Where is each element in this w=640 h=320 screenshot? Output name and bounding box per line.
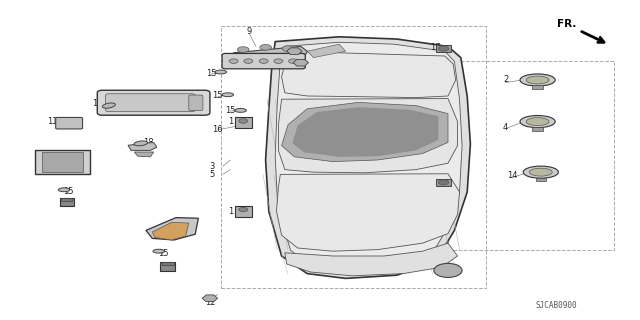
Ellipse shape: [134, 141, 148, 146]
FancyBboxPatch shape: [222, 53, 305, 69]
Ellipse shape: [520, 116, 556, 128]
Bar: [42, 152, 83, 172]
Polygon shape: [285, 243, 458, 276]
Text: 12: 12: [289, 47, 300, 56]
Circle shape: [239, 119, 248, 123]
Polygon shape: [227, 46, 307, 66]
Text: 3: 3: [210, 162, 215, 171]
Text: 6: 6: [183, 221, 188, 230]
Circle shape: [289, 59, 298, 63]
Bar: [235, 117, 252, 128]
Text: 9: 9: [247, 28, 252, 36]
Circle shape: [282, 46, 294, 52]
Polygon shape: [152, 222, 189, 240]
Bar: [536, 178, 546, 181]
Text: SJCAB0900: SJCAB0900: [536, 301, 578, 310]
Ellipse shape: [215, 70, 227, 74]
Text: 15: 15: [158, 249, 168, 258]
Text: 7: 7: [58, 156, 63, 164]
Ellipse shape: [526, 118, 549, 125]
Polygon shape: [287, 48, 302, 54]
Text: 15: 15: [225, 106, 236, 115]
Text: 17: 17: [430, 44, 440, 52]
Text: 4: 4: [503, 124, 508, 132]
Polygon shape: [282, 51, 456, 98]
Ellipse shape: [529, 168, 552, 176]
Text: 5: 5: [210, 170, 215, 179]
Bar: [436, 179, 451, 186]
Text: 10: 10: [139, 143, 149, 152]
Text: 15: 15: [212, 92, 223, 100]
Polygon shape: [275, 42, 462, 273]
Text: 13: 13: [166, 264, 176, 273]
Text: 17: 17: [430, 181, 440, 190]
Bar: [61, 198, 72, 201]
Text: 1: 1: [228, 207, 233, 216]
Text: 16: 16: [212, 125, 223, 134]
Bar: [221, 26, 486, 288]
Text: 13: 13: [63, 199, 74, 208]
Bar: [448, 61, 614, 250]
Text: 18: 18: [143, 138, 154, 147]
Circle shape: [438, 46, 449, 51]
Circle shape: [438, 180, 449, 185]
Circle shape: [237, 47, 249, 52]
Polygon shape: [202, 295, 218, 301]
Polygon shape: [128, 142, 157, 150]
Circle shape: [259, 59, 268, 63]
Circle shape: [229, 59, 238, 63]
Ellipse shape: [520, 74, 556, 86]
FancyBboxPatch shape: [106, 94, 195, 112]
Text: 15: 15: [63, 188, 74, 196]
FancyBboxPatch shape: [189, 95, 203, 110]
Polygon shape: [292, 107, 438, 157]
Text: 14: 14: [507, 172, 517, 180]
Ellipse shape: [523, 166, 558, 178]
Ellipse shape: [235, 108, 246, 112]
FancyBboxPatch shape: [97, 90, 210, 115]
Text: 8: 8: [151, 96, 156, 105]
Polygon shape: [293, 60, 308, 66]
Polygon shape: [134, 152, 154, 157]
Ellipse shape: [153, 249, 164, 253]
Text: 11: 11: [47, 117, 58, 126]
Bar: [235, 206, 252, 217]
Text: FR.: FR.: [557, 19, 576, 29]
Polygon shape: [307, 44, 346, 58]
Text: 12: 12: [299, 60, 309, 68]
Bar: [532, 85, 543, 89]
Bar: [532, 127, 543, 131]
Polygon shape: [276, 174, 460, 251]
Bar: [436, 45, 451, 52]
Circle shape: [260, 44, 271, 50]
Bar: [35, 150, 90, 174]
Polygon shape: [146, 218, 198, 240]
Text: 15: 15: [206, 69, 216, 78]
Bar: [161, 262, 174, 265]
Ellipse shape: [526, 76, 549, 84]
Ellipse shape: [102, 103, 115, 108]
Circle shape: [239, 207, 248, 212]
Text: 12: 12: [205, 298, 215, 307]
Circle shape: [274, 59, 283, 63]
Ellipse shape: [58, 188, 70, 192]
Ellipse shape: [222, 93, 234, 97]
Text: 18: 18: [92, 100, 102, 108]
Text: 2: 2: [503, 76, 508, 84]
Bar: [60, 197, 74, 206]
Polygon shape: [266, 37, 470, 278]
Bar: [160, 262, 175, 271]
Circle shape: [244, 59, 253, 63]
Circle shape: [434, 263, 462, 277]
FancyBboxPatch shape: [56, 117, 83, 129]
Polygon shape: [278, 99, 458, 173]
Polygon shape: [282, 102, 448, 162]
Text: 1: 1: [228, 117, 233, 126]
